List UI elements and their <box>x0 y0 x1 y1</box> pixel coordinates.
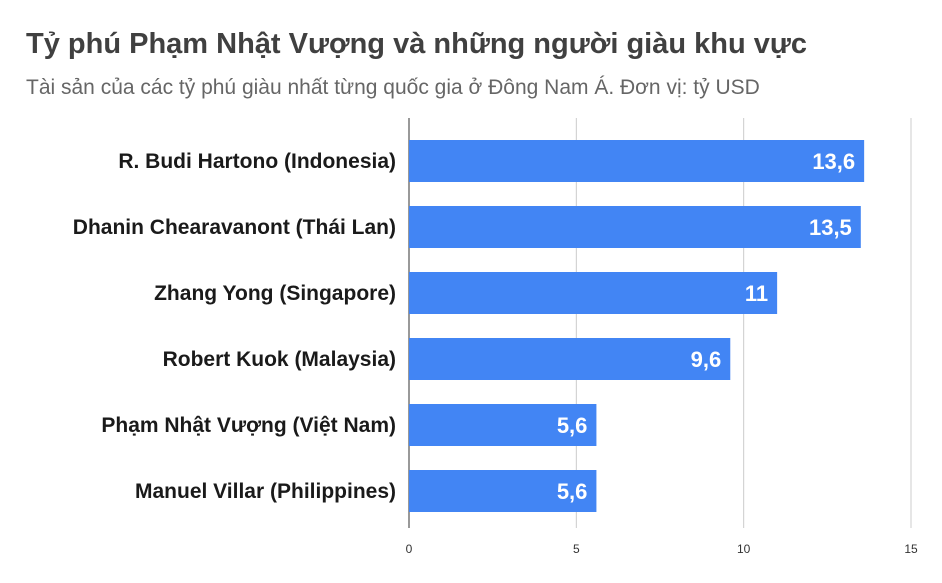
data-label-3: 9,6 <box>691 347 722 372</box>
category-label-5: Manuel Villar (Philippines) <box>135 480 396 503</box>
bar-2 <box>409 272 778 314</box>
data-label-2: 11 <box>745 281 768 306</box>
category-label-1: Dhanin Chearavanont (Thái Lan) <box>73 216 396 239</box>
data-label-5: 5,6 <box>557 479 588 504</box>
bar-5 <box>409 470 597 512</box>
chart-title: Tỷ phú Phạm Nhật Vượng và những người gi… <box>26 28 808 60</box>
x-tick-label-0: 0 <box>406 542 413 556</box>
category-label-2: Zhang Yong (Singapore) <box>154 282 396 305</box>
data-label-4: 5,6 <box>557 413 588 438</box>
chart-subtitle: Tài sản của các tỷ phú giàu nhất từng qu… <box>26 76 760 99</box>
bar-1 <box>409 206 861 248</box>
data-label-0: 13,6 <box>812 149 855 174</box>
data-label-1: 13,5 <box>809 215 852 240</box>
category-label-0: R. Budi Hartono (Indonesia) <box>118 150 396 173</box>
bar-4 <box>409 404 597 446</box>
bar-3 <box>409 338 731 380</box>
category-label-3: Robert Kuok (Malaysia) <box>163 348 396 371</box>
bar-0 <box>409 140 865 182</box>
x-tick-label-5: 5 <box>573 542 580 556</box>
category-label-4: Phạm Nhật Vượng (Việt Nam) <box>101 414 396 437</box>
x-tick-label-10: 10 <box>737 542 751 556</box>
x-tick-label-15: 15 <box>904 542 918 556</box>
